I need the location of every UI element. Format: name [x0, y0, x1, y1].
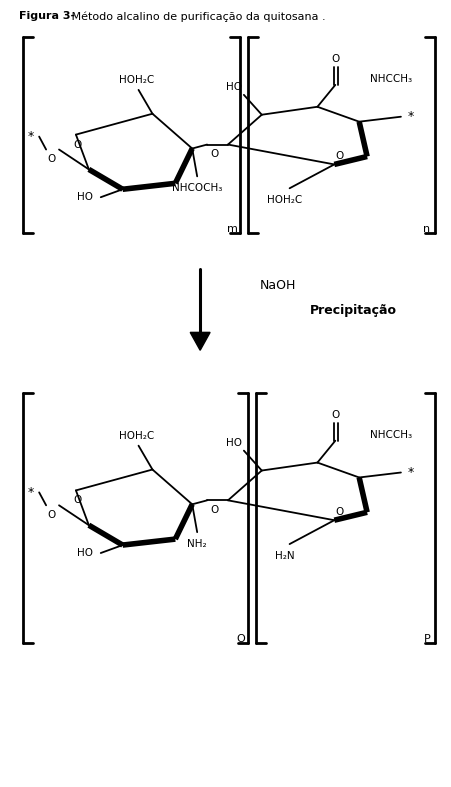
Text: P: P: [423, 634, 430, 645]
Text: *: *: [28, 130, 34, 143]
Text: O: O: [74, 139, 82, 150]
Text: Método alcalino de purificação da quitosana .: Método alcalino de purificação da quitos…: [68, 11, 326, 22]
Text: HO: HO: [226, 82, 242, 92]
Text: NaOH: NaOH: [260, 279, 296, 292]
Text: O: O: [74, 495, 82, 505]
Text: HOH₂C: HOH₂C: [119, 430, 154, 441]
Text: m: m: [226, 224, 237, 234]
Text: *: *: [408, 110, 414, 124]
Text: NHCCH₃: NHCCH₃: [370, 74, 412, 84]
Text: O: O: [335, 508, 343, 517]
Polygon shape: [190, 332, 210, 350]
Text: O: O: [47, 510, 55, 520]
Text: *: *: [408, 466, 414, 479]
Text: O: O: [210, 505, 218, 515]
Text: O: O: [335, 151, 343, 161]
Text: n: n: [423, 224, 430, 234]
Text: HOH₂C: HOH₂C: [267, 195, 302, 205]
Text: *: *: [28, 486, 34, 499]
Text: NH₂: NH₂: [187, 539, 207, 549]
Text: HOH₂C: HOH₂C: [119, 75, 154, 85]
Text: Precipitação: Precipitação: [309, 304, 396, 317]
Text: O: O: [47, 154, 55, 164]
Text: NHCOCH₃: NHCOCH₃: [172, 183, 222, 194]
Text: HO: HO: [226, 438, 242, 448]
Text: H₂N: H₂N: [275, 551, 295, 561]
Text: HO: HO: [77, 192, 93, 202]
Text: O: O: [210, 150, 218, 160]
Text: O: O: [331, 54, 340, 64]
Text: O: O: [331, 410, 340, 420]
Text: HO: HO: [77, 548, 93, 558]
Text: Figura 3-: Figura 3-: [19, 11, 75, 21]
Text: NHCCH₃: NHCCH₃: [370, 430, 412, 440]
Text: O: O: [236, 634, 245, 645]
